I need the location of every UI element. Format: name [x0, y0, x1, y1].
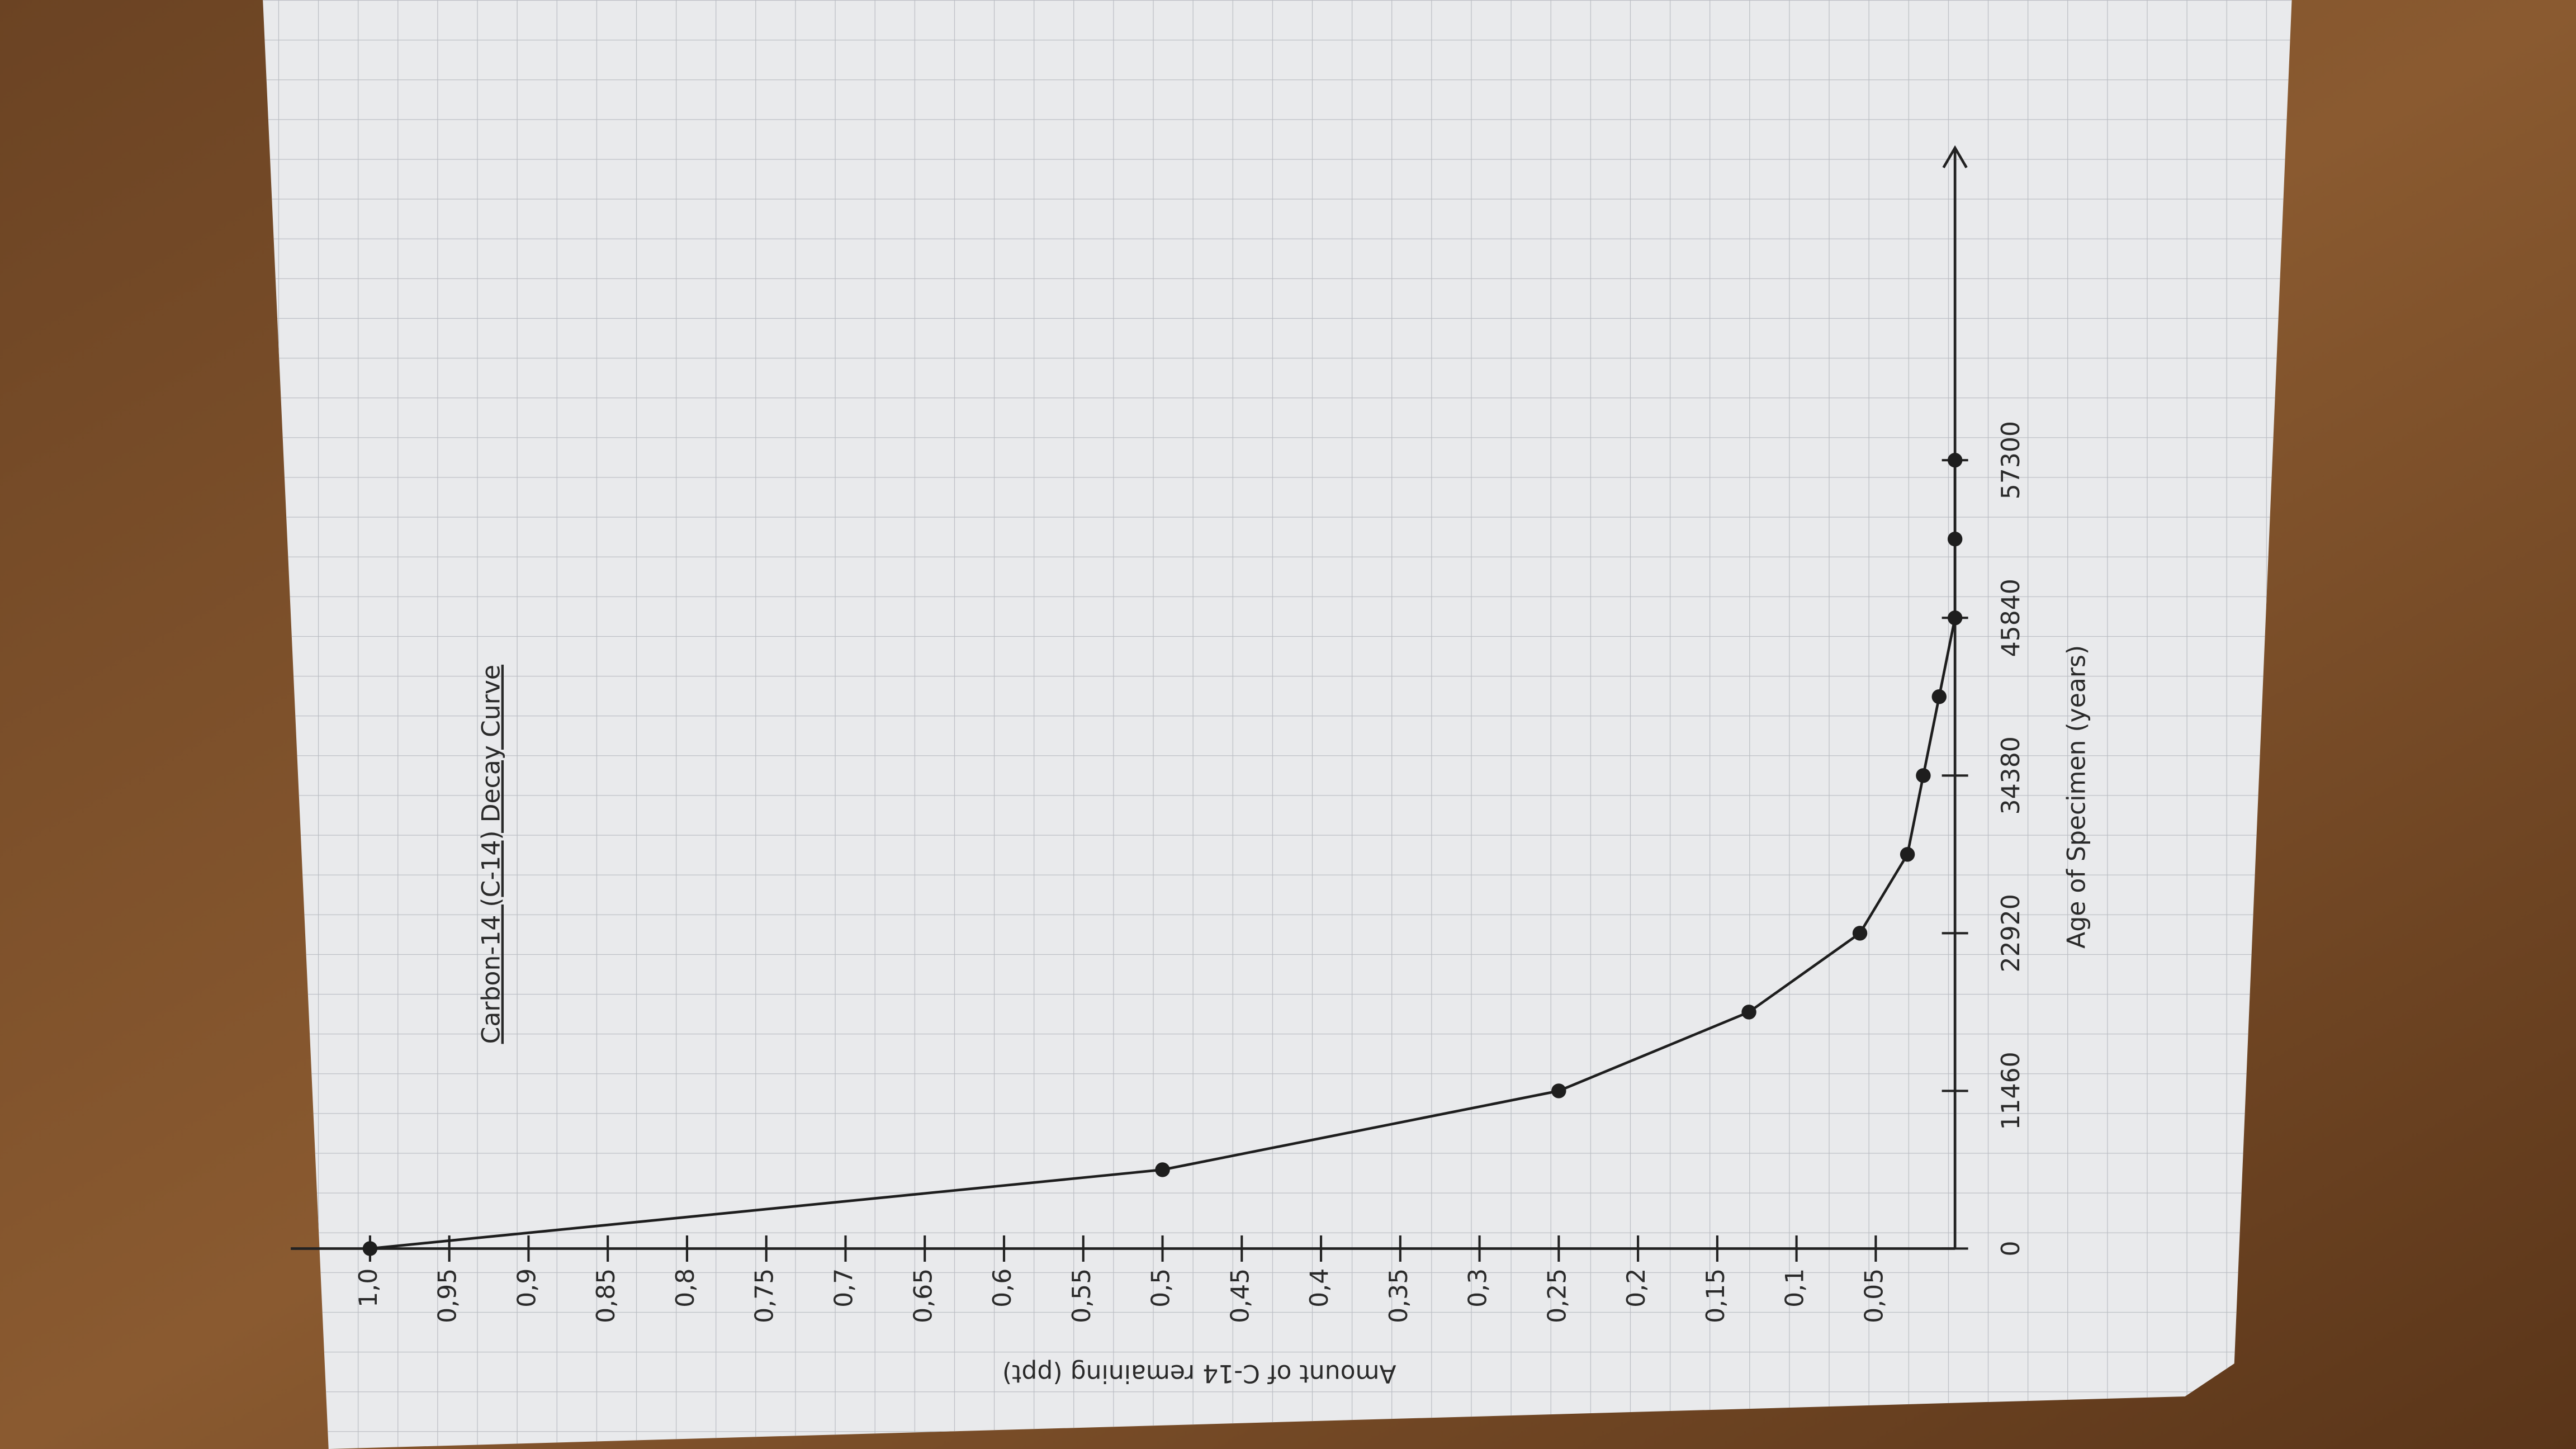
- x-tick-label: 22920: [1997, 894, 2025, 972]
- y-tick-label: 0,65: [909, 1268, 937, 1323]
- y-tick-label: 0,35: [1385, 1268, 1413, 1323]
- x-tick-label: 57300: [1997, 421, 2025, 499]
- y-tick-label: 0,4: [1305, 1268, 1334, 1308]
- y-tick-label: 0,2: [1622, 1268, 1651, 1308]
- y-tick-label: 0,55: [1068, 1268, 1096, 1323]
- data-point: [362, 1241, 378, 1256]
- x-tick-label: 0: [1997, 1240, 2025, 1256]
- chart-title: Carbon-14 (C-14) Decay Curve: [477, 665, 506, 1044]
- data-point: [1852, 926, 1868, 941]
- x-tick-label: 45840: [1997, 579, 2025, 657]
- data-point: [1947, 610, 1963, 626]
- y-tick-label: 0,45: [1226, 1268, 1254, 1323]
- data-point: [1947, 531, 1963, 547]
- data-point: [1931, 689, 1947, 704]
- y-tick-label: 0,25: [1543, 1268, 1571, 1323]
- y-tick-label: 0,15: [1702, 1268, 1730, 1323]
- y-tick-label: 0,1: [1781, 1268, 1810, 1308]
- data-point: [1551, 1083, 1566, 1098]
- y-tick-label: 0,9: [513, 1268, 541, 1308]
- y-tick-label: 0,6: [988, 1268, 1017, 1308]
- plot-area: Carbon-14 (C-14) Decay Curve Age of Spec…: [291, 145, 2091, 1388]
- data-point: [1155, 1162, 1170, 1177]
- y-tick-label: 0,85: [592, 1268, 621, 1323]
- y-axis-label: Amount of C-14 remaining (ppt): [1002, 1359, 1396, 1388]
- data-point: [1900, 847, 1915, 862]
- y-tick-label: 0,8: [671, 1268, 700, 1308]
- y-tick-label: 0,05: [1860, 1268, 1888, 1323]
- y-tick-label: 0,5: [1147, 1268, 1176, 1308]
- x-tick-label: 34380: [1997, 736, 2025, 815]
- x-tick-label: 11460: [1997, 1052, 2025, 1130]
- y-tick-label: 0,95: [434, 1268, 462, 1323]
- data-point: [1741, 1005, 1756, 1020]
- y-tick-label: 0,3: [1464, 1268, 1493, 1308]
- y-tick-label: 0,75: [751, 1268, 779, 1323]
- paper-grid: [263, 0, 2292, 1449]
- data-point: [1947, 452, 1963, 468]
- y-tick-label: 0,7: [830, 1268, 858, 1308]
- data-point: [1916, 768, 1931, 783]
- x-axis-label: Age of Specimen (years): [2063, 645, 2091, 949]
- y-tick-label: 1,0: [354, 1268, 383, 1308]
- x-axis-arrow: [1942, 145, 1968, 168]
